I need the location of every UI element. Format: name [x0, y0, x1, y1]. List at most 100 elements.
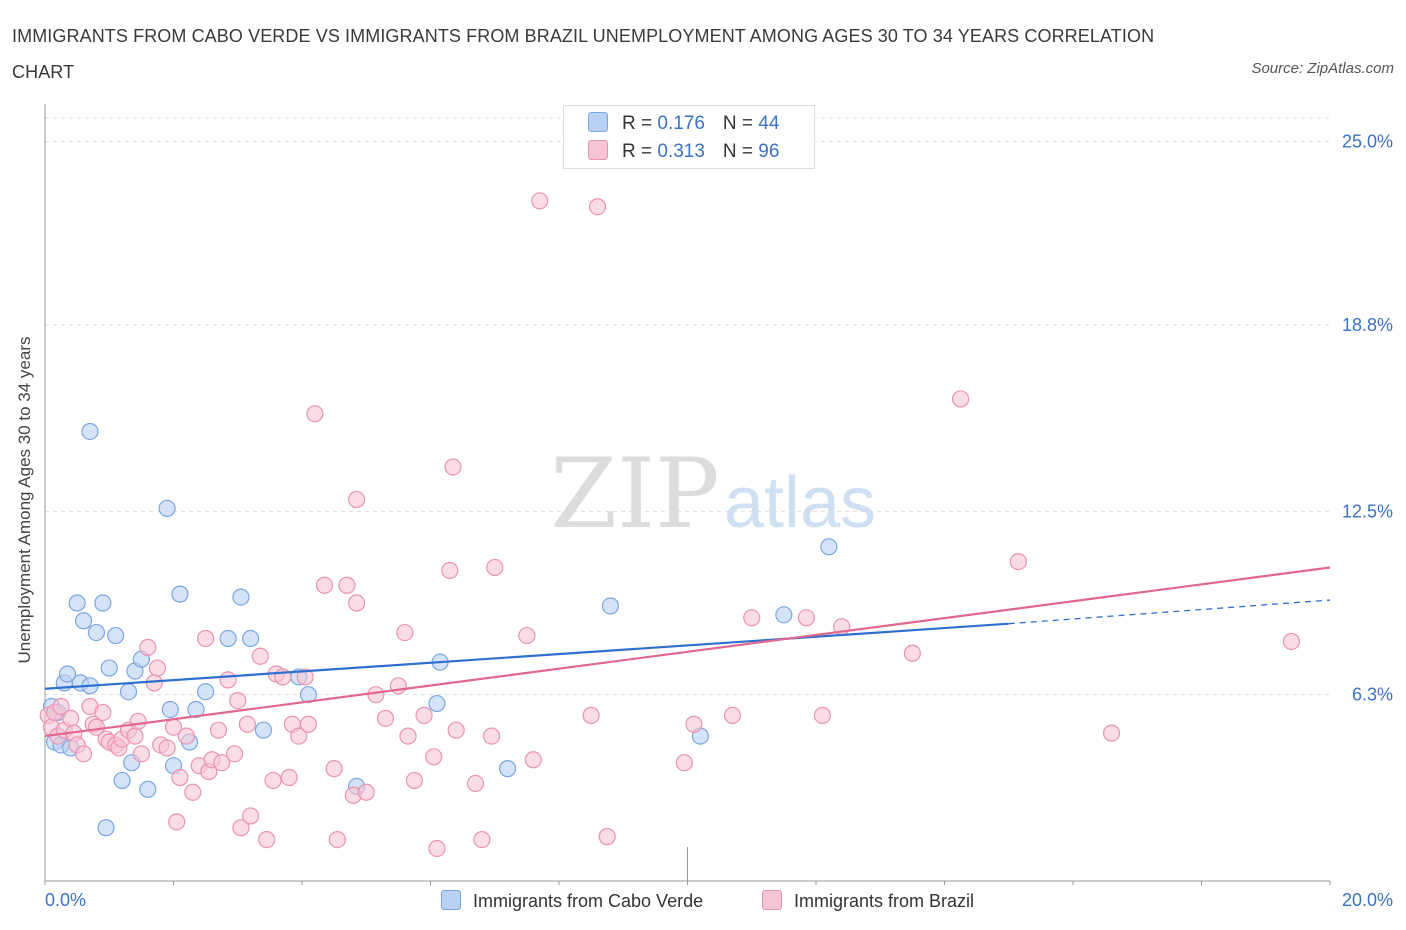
brazil-point [168, 813, 186, 831]
brazil-point [158, 739, 176, 757]
brazil-point [338, 576, 356, 594]
legend-swatch-blue [588, 112, 608, 132]
brazil-point [399, 727, 417, 745]
brazil-point [396, 623, 414, 642]
cabo-verde-point [58, 665, 77, 683]
brazil-point [328, 830, 346, 849]
brazil-point [225, 745, 244, 763]
brazil-point [299, 715, 318, 733]
brazil-point [290, 727, 308, 745]
cabo-verde-point [158, 499, 176, 517]
legend-row-brazil: R = 0.313 N = 96 [588, 140, 779, 164]
brazil-point [251, 647, 269, 665]
brazil-point [296, 668, 314, 686]
cabo-verde-point [87, 623, 106, 642]
correlation-legend: R = 0.176 N = 44 R = 0.313 N = 96 [563, 105, 815, 169]
y-tick-label: 18.8% [1342, 315, 1393, 335]
cabo-verde-trend-extension [1008, 599, 1331, 625]
brazil-point [148, 659, 167, 677]
brazil-point [743, 609, 761, 627]
cabo-verde-point [219, 629, 237, 648]
brazil-point [425, 748, 443, 766]
brazil-point [582, 706, 600, 724]
x-tick-label-min: 0.0% [45, 890, 87, 910]
y-axis-title-wrap: Unemployment Among Ages 30 to 34 years [10, 300, 40, 700]
brazil-point [1102, 724, 1121, 742]
brazil-point [74, 745, 93, 763]
brazil-point [415, 706, 433, 724]
brazil-point [325, 760, 343, 778]
cabo-verde-point [299, 686, 318, 704]
brazil-point [129, 712, 147, 730]
cabo-verde-point [428, 694, 446, 713]
cabo-verde-point [171, 585, 189, 603]
brazil-point [306, 405, 324, 423]
chart-title: IMMIGRANTS FROM CABO VERDE VS IMMIGRANTS… [12, 26, 1155, 82]
bottom-legend-label: Immigrants from Brazil [794, 891, 975, 911]
brazil-point [518, 626, 536, 645]
brazil-point [238, 715, 256, 733]
brazil-point [139, 638, 157, 656]
brazil-point [903, 644, 921, 662]
cabo-verde-point [81, 422, 99, 441]
y-tick-label: 6.3% [1352, 685, 1393, 705]
brazil-point [598, 828, 616, 846]
brazil-point [473, 830, 491, 849]
brazil-point [219, 671, 237, 689]
bottom-legend-swatch-blue [441, 890, 461, 910]
brazil-trend-line [44, 566, 1331, 738]
brazil-point [1009, 553, 1027, 571]
brazil-point [367, 686, 385, 704]
y-tick-label: 12.5% [1342, 501, 1393, 521]
legend-swatch-pink [588, 140, 608, 160]
brazil-point [52, 697, 70, 716]
brazil-point [213, 754, 231, 772]
cabo-verde-point [187, 700, 205, 719]
brazil-point [376, 709, 395, 727]
y-tick-label: 25.0% [1342, 132, 1393, 152]
legend-r-value: 0.313 [657, 141, 705, 162]
brazil-point [813, 706, 832, 724]
brazil-point [444, 458, 462, 476]
brazil-point [447, 721, 465, 739]
cabo-verde-point [100, 659, 118, 677]
watermark-atlas: atlas [724, 463, 876, 543]
legend-row-cabo-verde: R = 0.176 N = 44 [588, 112, 779, 136]
legend-r-value: 0.176 [657, 113, 705, 134]
brazil-point [258, 830, 276, 849]
brazil-point [242, 807, 260, 825]
brazil-point [177, 727, 195, 745]
cabo-verde-point [242, 629, 260, 648]
cabo-verde-point [119, 683, 138, 701]
brazil-point [232, 819, 250, 837]
brazil-point [524, 751, 542, 769]
brazil-point [588, 198, 607, 216]
cabo-verde-point [197, 683, 215, 701]
brazil-point [675, 754, 693, 772]
cabo-verde-point [97, 819, 115, 837]
brazil-point [405, 771, 424, 790]
cabo-verde-point [94, 594, 112, 612]
legend-r-label: R = [622, 113, 658, 134]
y-axis-title: Unemployment Among Ages 30 to 34 years [15, 336, 34, 664]
brazil-point [348, 490, 366, 509]
cabo-verde-point [74, 612, 93, 630]
brazil-point [441, 561, 459, 580]
bottom-legend-label: Immigrants from Cabo Verde [473, 891, 704, 911]
brazil-point [209, 721, 228, 739]
brazil-point [171, 768, 189, 787]
cabo-verde-point [139, 780, 157, 798]
source-label: Source: ZipAtlas.com [1251, 60, 1394, 77]
watermark-zip: ZIP [550, 438, 719, 550]
brazil-point [357, 783, 375, 801]
brazil-point [62, 709, 80, 727]
cabo-verde-point [68, 594, 86, 612]
cabo-verde-point [113, 771, 131, 790]
brazil-point [348, 594, 366, 612]
brazil-point [1282, 632, 1301, 651]
cabo-verde-trend-line [44, 622, 1009, 690]
bottom-legend-brazil: Immigrants from Brazil [762, 890, 974, 916]
brazil-point [486, 558, 504, 577]
legend-n-label: N = [722, 141, 759, 162]
brazil-point [797, 609, 815, 627]
